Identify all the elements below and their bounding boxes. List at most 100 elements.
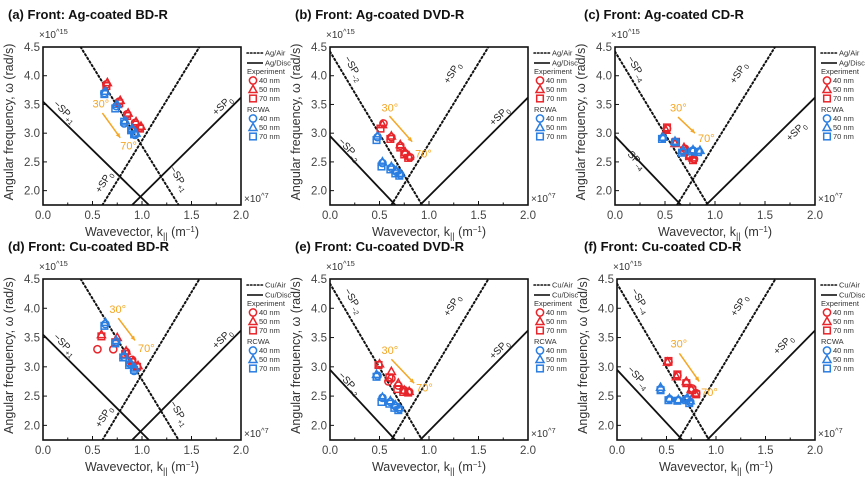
data-point bbox=[694, 144, 706, 155]
data-point bbox=[404, 153, 413, 162]
data-point bbox=[372, 372, 381, 381]
dotted-dispersion-line bbox=[677, 279, 777, 440]
y-tick-label: 4.0 bbox=[598, 303, 614, 315]
x-tick-label: 2.0 bbox=[807, 210, 823, 222]
legend-size-label: 40 nm bbox=[833, 114, 854, 123]
line-label: −SP−4 bbox=[619, 145, 647, 174]
data-point bbox=[119, 353, 128, 362]
line-label: +SP0 bbox=[772, 333, 798, 359]
annotation-start-label: 30° bbox=[109, 304, 126, 316]
y-tick-label: 4.5 bbox=[596, 42, 612, 54]
series-experiment-70nm bbox=[374, 361, 413, 397]
data-point bbox=[664, 356, 673, 366]
data-point bbox=[111, 98, 123, 109]
legend-marker bbox=[247, 353, 259, 364]
x-tick-label: 1.5 bbox=[184, 445, 200, 457]
data-point bbox=[395, 171, 404, 180]
legend-size-label: 50 nm bbox=[833, 85, 854, 94]
legend-disc: Ag/Disc bbox=[552, 59, 578, 68]
legend-marker bbox=[822, 364, 832, 373]
legend-rcwa-heading: RCWA bbox=[247, 337, 270, 346]
data-point bbox=[669, 135, 681, 145]
annotation-end-label: 70° bbox=[120, 140, 137, 152]
legend-marker bbox=[535, 114, 545, 123]
x-axis-label: Wavevector, k|| (m−1) bbox=[372, 460, 486, 476]
legend-disc: Cu/Disc bbox=[552, 291, 579, 300]
annotation-end-label: 70° bbox=[415, 148, 432, 160]
x-tick-label: 1.0 bbox=[707, 210, 723, 222]
legend-marker bbox=[821, 83, 833, 94]
data-point bbox=[377, 156, 388, 166]
y-tick-label: 4.5 bbox=[311, 274, 327, 286]
x-tick-label: 1.0 bbox=[421, 210, 437, 222]
y-tick-label: 3.5 bbox=[24, 99, 40, 111]
line-label: +SP0 bbox=[728, 60, 751, 87]
legend-marker bbox=[822, 346, 832, 355]
y-tick-label: 4.0 bbox=[596, 71, 612, 83]
data-point bbox=[377, 397, 386, 406]
solid-dispersion-line bbox=[330, 135, 396, 205]
legend-rcwa-heading: RCWA bbox=[247, 105, 270, 114]
legend-marker bbox=[822, 308, 832, 317]
data-point bbox=[677, 148, 687, 157]
series-rcwa-70nm bbox=[100, 321, 139, 374]
legend-marker bbox=[248, 76, 258, 85]
x-tick-label: 0.0 bbox=[322, 210, 338, 222]
y-multiplier: ×10^15 bbox=[611, 27, 640, 41]
y-tick-label: 2.5 bbox=[311, 391, 327, 403]
x-axis-label: Wavevector, k|| (m−1) bbox=[658, 225, 772, 241]
x-multiplier: ×10^7 bbox=[818, 191, 843, 205]
legend-size-label: 40 nm bbox=[833, 308, 854, 317]
legend-marker bbox=[534, 315, 546, 326]
data-point bbox=[385, 399, 394, 408]
data-point bbox=[372, 130, 383, 140]
legend-size-label: 70 nm bbox=[546, 94, 567, 103]
x-tick-label: 2.0 bbox=[520, 210, 536, 222]
panel-d: (d) Front: Cu-coated BD-R−SP+1+SP0−SP+1+… bbox=[2, 239, 292, 476]
legend-rcwa-heading: RCWA bbox=[534, 337, 557, 346]
legend-air: Cu/Air bbox=[265, 281, 286, 290]
data-point bbox=[374, 361, 383, 370]
data-point bbox=[130, 365, 139, 374]
dotted-dispersion-line bbox=[79, 47, 180, 205]
data-point bbox=[376, 124, 385, 133]
x-tick-label: 1.5 bbox=[471, 210, 487, 222]
plot-area bbox=[330, 47, 528, 205]
annotation-start-label: 30° bbox=[670, 338, 687, 350]
annotation-arrow bbox=[390, 358, 415, 384]
y-tick-label: 4.5 bbox=[24, 274, 40, 286]
data-point bbox=[656, 386, 665, 395]
dotted-dispersion-line bbox=[390, 279, 490, 440]
x-tick-label: 0.5 bbox=[657, 210, 673, 222]
legend-marker bbox=[248, 308, 258, 317]
y-tick-label: 2.0 bbox=[24, 186, 40, 198]
legend-size-label: 50 nm bbox=[833, 355, 854, 364]
y-tick-label: 2.5 bbox=[311, 157, 327, 169]
panel-title: (b) Front: Ag-coated DVD-R bbox=[295, 7, 465, 22]
series-experiment-70nm bbox=[376, 124, 413, 162]
annotation-arrowhead bbox=[409, 378, 415, 384]
y-multiplier: ×10^15 bbox=[39, 27, 68, 41]
data-point bbox=[394, 406, 403, 415]
data-point bbox=[681, 375, 692, 386]
solid-dispersion-line bbox=[43, 333, 150, 440]
y-tick-label: 3.5 bbox=[311, 99, 327, 111]
series-rcwa-70nm bbox=[372, 136, 404, 180]
legend-marker bbox=[248, 132, 258, 141]
legend-air: Cu/Air bbox=[552, 281, 573, 290]
legend-air: Ag/Air bbox=[265, 49, 286, 58]
panel-a: (a) Front: Ag-coated BD-R−SP+1+SP0−SP+1+… bbox=[2, 7, 291, 241]
annotation-start-label: 30° bbox=[670, 102, 687, 114]
data-point bbox=[130, 130, 139, 139]
plot-area bbox=[43, 47, 241, 205]
x-tick-label: 1.0 bbox=[134, 445, 150, 457]
x-tick-label: 1.0 bbox=[708, 445, 724, 457]
legend-rcwa-heading: RCWA bbox=[534, 105, 557, 114]
line-label: +SP0 bbox=[94, 170, 117, 197]
x-tick-label: 0.0 bbox=[322, 445, 338, 457]
annotation-start-label: 30° bbox=[93, 98, 110, 110]
legend-size-label: 50 nm bbox=[546, 85, 567, 94]
y-multiplier: ×10^15 bbox=[39, 259, 68, 273]
annotation-arrow bbox=[678, 352, 700, 382]
